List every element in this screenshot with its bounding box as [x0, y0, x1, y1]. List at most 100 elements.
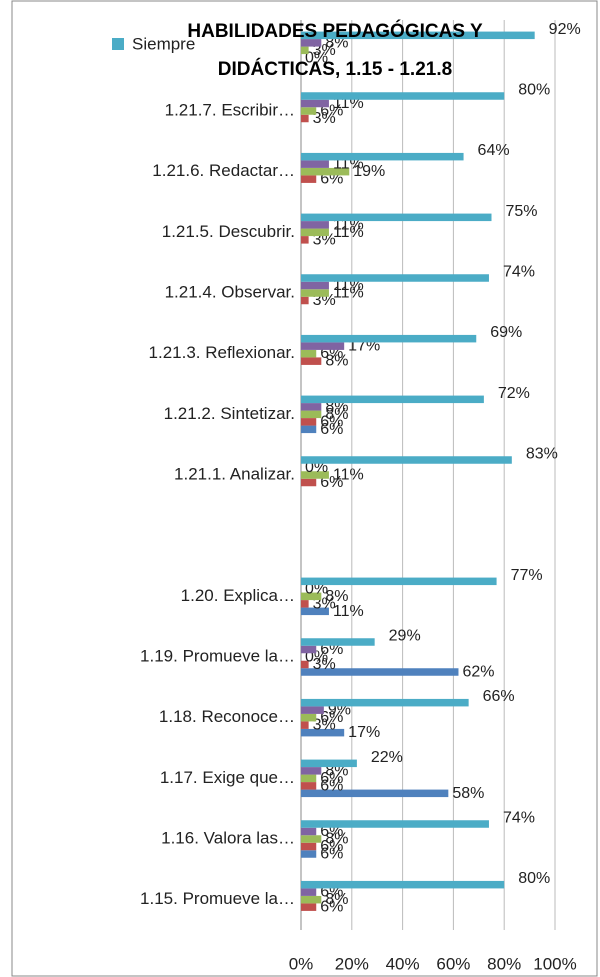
value-label: 74%: [503, 263, 535, 280]
value-label: 6%: [320, 899, 343, 916]
bar: [301, 660, 309, 669]
value-label: 8%: [325, 830, 348, 847]
value-label: 6%: [320, 777, 343, 794]
bar: [301, 638, 375, 646]
bar: [301, 827, 317, 836]
bar: [301, 289, 329, 297]
bar: [301, 842, 317, 851]
bar: [301, 236, 309, 244]
bar: [301, 767, 322, 775]
chart-title: HABILIDADES PEDAGÓGICAS Y: [187, 20, 483, 42]
value-label: 11%: [333, 603, 364, 620]
y-tick-label: 1.15. Promueve la…: [140, 889, 295, 908]
value-label: 69%: [490, 324, 522, 341]
bar: [301, 221, 329, 229]
chart-title: DIDÁCTICAS, 1.15 - 1.21.8: [218, 58, 452, 80]
value-label: 22%: [371, 749, 403, 766]
y-tick-label: 1.17. Exige que…: [160, 768, 295, 787]
bar: [301, 645, 317, 654]
legend-swatch: [112, 38, 124, 50]
y-tick-label: 1.21.7. Escribir…: [165, 100, 295, 119]
bar: [301, 820, 489, 828]
bar: [301, 107, 317, 115]
x-tick-label: 100%: [533, 954, 576, 973]
y-tick-label: 1.16. Valora las…: [161, 828, 295, 847]
value-label: 6%: [320, 421, 343, 438]
bar: [301, 39, 322, 47]
value-label: 83%: [526, 445, 558, 462]
y-tick-label: 1.19. Promueve la…: [140, 646, 295, 665]
value-label: 6%: [320, 770, 343, 787]
bar: [301, 592, 322, 601]
bar: [301, 334, 477, 343]
value-label: 58%: [452, 785, 484, 802]
value-label: 17%: [348, 724, 380, 741]
bar: [301, 274, 489, 282]
bar: [301, 160, 329, 168]
bar: [301, 759, 357, 768]
bar: [301, 46, 309, 55]
value-label: 3%: [313, 717, 336, 734]
bar: [301, 342, 345, 350]
bar: [301, 213, 492, 222]
bar: [301, 835, 322, 843]
value-label: 19%: [353, 163, 385, 180]
bar: [301, 774, 317, 783]
bar: [301, 698, 469, 707]
y-tick-label: 1.18. Reconoce…: [159, 707, 295, 726]
bar: [301, 471, 329, 479]
y-tick-label: 1.21.2. Sintetizar.: [164, 404, 295, 423]
bar: [301, 92, 505, 100]
value-label: 8%: [325, 588, 348, 605]
bar: [301, 99, 329, 108]
bar: [301, 850, 317, 858]
bar: [301, 706, 324, 714]
bar: [301, 728, 345, 737]
bar: [301, 395, 484, 404]
value-label: 77%: [511, 567, 543, 584]
bar: [301, 888, 317, 896]
x-tick-label: 40%: [386, 954, 420, 973]
y-tick-label: 1.20. Explica…: [181, 586, 295, 605]
y-tick-label: 1.21.5. Descubrir.: [162, 222, 295, 241]
value-label: 80%: [518, 81, 550, 98]
bar: [301, 296, 309, 305]
value-label: 8%: [325, 406, 348, 423]
bar: [301, 600, 309, 608]
value-label: 8%: [325, 891, 348, 908]
value-label: 74%: [503, 809, 535, 826]
bar: [301, 713, 317, 722]
x-tick-label: 0%: [289, 954, 314, 973]
bar: [301, 167, 350, 176]
value-label: 3%: [313, 656, 336, 673]
value-label: 11%: [333, 284, 364, 301]
bar: [301, 357, 322, 365]
value-label: 64%: [478, 142, 510, 159]
value-label: 80%: [518, 870, 550, 887]
value-label: 3%: [313, 110, 336, 127]
bar: [301, 895, 322, 904]
bar: [301, 281, 329, 290]
value-label: 29%: [389, 627, 421, 644]
y-tick-label: 1.21.1. Analizar.: [174, 464, 295, 483]
bar: [301, 152, 464, 161]
value-label: 6%: [320, 838, 343, 855]
bar: [301, 782, 317, 790]
x-tick-label: 60%: [436, 954, 470, 973]
bar: [301, 403, 322, 411]
value-label: 8%: [325, 353, 348, 370]
value-label: 75%: [506, 203, 538, 220]
legend-label: Siempre: [132, 34, 195, 53]
y-tick-label: 1.21.4. Observar.: [165, 282, 295, 301]
bar: [301, 721, 309, 729]
bar: [301, 577, 497, 586]
value-label: 6%: [320, 709, 343, 726]
bar: [301, 478, 317, 487]
value-label: 92%: [549, 21, 581, 38]
value-label: 11%: [333, 224, 364, 241]
y-tick-label: 1.21.3. Reflexionar.: [149, 343, 295, 362]
bar: [301, 31, 535, 40]
bar: [301, 903, 317, 911]
bar: [301, 456, 512, 464]
